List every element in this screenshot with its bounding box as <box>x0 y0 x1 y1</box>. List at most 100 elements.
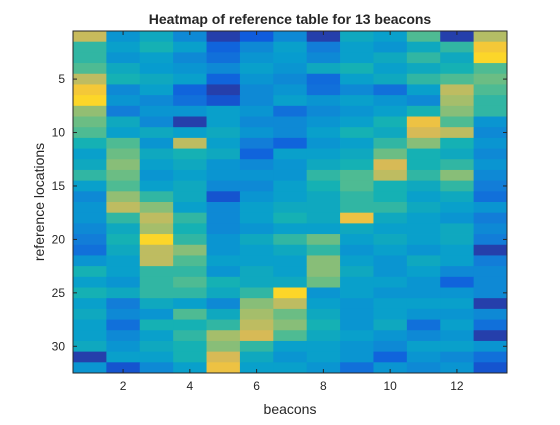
heatmap-cell-r19-c3 <box>139 223 174 235</box>
heatmap-cell-r19-c12 <box>440 223 475 235</box>
heatmap-cell-r9-c7 <box>273 116 308 128</box>
heatmap-cell-r3-c11 <box>406 52 441 64</box>
heatmap-cell-r24-c5 <box>206 276 241 288</box>
heatmap-cell-r19-c1 <box>73 223 107 235</box>
heatmap-cell-r30-c11 <box>406 340 441 353</box>
heatmap-cell-r15-c7 <box>273 180 308 192</box>
heatmap-cell-r21-c12 <box>440 244 475 256</box>
heatmap-cell-r29-c13 <box>473 330 508 342</box>
heatmap-cell-r24-c6 <box>239 276 274 288</box>
heatmap-cell-r30-c13 <box>473 340 508 353</box>
heatmap-cell-r19-c5 <box>206 223 241 235</box>
heatmap-cell-r11-c1 <box>73 137 107 149</box>
heatmap-cell-r30-c1 <box>73 340 107 353</box>
heatmap-cell-r20-c9 <box>340 234 374 246</box>
heatmap-cell-r8-c12 <box>440 105 475 117</box>
heatmap-cell-r6-c4 <box>173 84 207 96</box>
heatmap-cell-r10-c4 <box>173 127 207 139</box>
heatmap-cell-r31-c10 <box>373 351 408 363</box>
heatmap-cell-r31-c4 <box>173 351 207 363</box>
heatmap-cell-r17-c4 <box>173 202 207 214</box>
heatmap-cell-r24-c1 <box>73 276 107 288</box>
heatmap-cell-r28-c9 <box>340 319 374 331</box>
heatmap-cell-r9-c3 <box>139 116 174 128</box>
heatmap-cell-r11-c10 <box>373 137 408 149</box>
heatmap-cell-r25-c9 <box>340 287 374 299</box>
heatmap-cell-r10-c7 <box>273 127 308 139</box>
heatmap-cell-r12-c10 <box>373 148 408 160</box>
heatmap-cell-r2-c7 <box>273 41 308 53</box>
heatmap-cell-r12-c5 <box>206 148 241 160</box>
heatmap-cell-r14-c7 <box>273 169 308 182</box>
heatmap-cell-r15-c2 <box>106 180 141 192</box>
heatmap-cell-r14-c9 <box>340 169 374 182</box>
heatmap-cell-r27-c6 <box>239 308 274 320</box>
heatmap-cell-r27-c1 <box>73 308 107 320</box>
heatmap-cell-r27-c11 <box>406 308 441 320</box>
heatmap-cell-r24-c4 <box>173 276 207 288</box>
heatmap-cell-r25-c11 <box>406 287 441 299</box>
heatmap-cell-r30-c8 <box>306 340 341 353</box>
heatmap-cell-r13-c11 <box>406 159 441 171</box>
heatmap-cell-r12-c6 <box>239 148 274 160</box>
heatmap-cell-r16-c7 <box>273 191 308 203</box>
heatmap-cell-r16-c12 <box>440 191 475 203</box>
heatmap-cell-r10-c8 <box>306 127 341 139</box>
heatmap-cell-r13-c10 <box>373 159 408 171</box>
heatmap-cell-r19-c6 <box>239 223 274 235</box>
heatmap-cell-r18-c9 <box>340 212 374 224</box>
heatmap-cell-r32-c8 <box>306 362 341 374</box>
heatmap-cell-r8-c2 <box>106 105 141 117</box>
heatmap-cell-r4-c13 <box>473 63 508 75</box>
heatmap-cell-r7-c11 <box>406 95 441 107</box>
heatmap-cell-r12-c9 <box>340 148 374 160</box>
heatmap-cell-r15-c5 <box>206 180 241 192</box>
heatmap-cell-r22-c6 <box>239 255 274 267</box>
heatmap-cell-r8-c5 <box>206 105 241 117</box>
heatmap-cell-r4-c2 <box>106 63 141 75</box>
heatmap-cell-r16-c8 <box>306 191 341 203</box>
heatmap-cell-r3-c1 <box>73 52 107 64</box>
heatmap-cell-r14-c11 <box>406 169 441 182</box>
heatmap-cell-r7-c7 <box>273 95 308 107</box>
heatmap-cell-r20-c7 <box>273 234 308 246</box>
y-tick-label: 25 <box>52 286 66 300</box>
heatmap-cell-r7-c9 <box>340 95 374 107</box>
heatmap-cell-r17-c6 <box>239 202 274 214</box>
heatmap-cell-r24-c12 <box>440 276 475 288</box>
heatmap-cell-r11-c8 <box>306 137 341 149</box>
heatmap-cell-r23-c4 <box>173 266 207 278</box>
heatmap-cell-r6-c12 <box>440 84 475 96</box>
heatmap-cell-r6-c8 <box>306 84 341 96</box>
heatmap-cell-r21-c5 <box>206 244 241 256</box>
heatmap-cell-r4-c6 <box>239 63 274 75</box>
heatmap-cell-r9-c9 <box>340 116 374 128</box>
heatmap-cell-r2-c10 <box>373 41 408 53</box>
heatmap-cell-r29-c5 <box>206 330 241 342</box>
heatmap-cell-r13-c3 <box>139 159 174 171</box>
heatmap-cell-r20-c4 <box>173 234 207 246</box>
heatmap-cell-r7-c2 <box>106 95 141 107</box>
heatmap-cell-r24-c2 <box>106 276 141 288</box>
heatmap-cell-r28-c4 <box>173 319 207 331</box>
heatmap-cell-r8-c7 <box>273 105 308 117</box>
heatmap-cell-r26-c13 <box>473 298 508 310</box>
heatmap-cell-r17-c2 <box>106 202 141 214</box>
heatmap-cell-r1-c10 <box>373 31 408 43</box>
heatmap-cell-r1-c11 <box>406 31 441 43</box>
heatmap-cell-r29-c9 <box>340 330 374 342</box>
x-tick-label: 10 <box>383 379 397 393</box>
heatmap-cell-r3-c10 <box>373 52 408 64</box>
heatmap-cell-r11-c2 <box>106 137 141 149</box>
heatmap-cell-r6-c6 <box>239 84 274 96</box>
heatmap-cell-r16-c13 <box>473 191 508 203</box>
heatmap-cell-r25-c12 <box>440 287 475 299</box>
heatmap-cell-r16-c5 <box>206 191 241 203</box>
heatmap-cell-r12-c12 <box>440 148 475 160</box>
heatmap-cell-r2-c9 <box>340 41 374 53</box>
heatmap-cell-r20-c2 <box>106 234 141 246</box>
heatmap-cell-r4-c9 <box>340 63 374 75</box>
heatmap-cell-r32-c1 <box>73 362 107 374</box>
heatmap-cell-r5-c6 <box>239 73 274 85</box>
